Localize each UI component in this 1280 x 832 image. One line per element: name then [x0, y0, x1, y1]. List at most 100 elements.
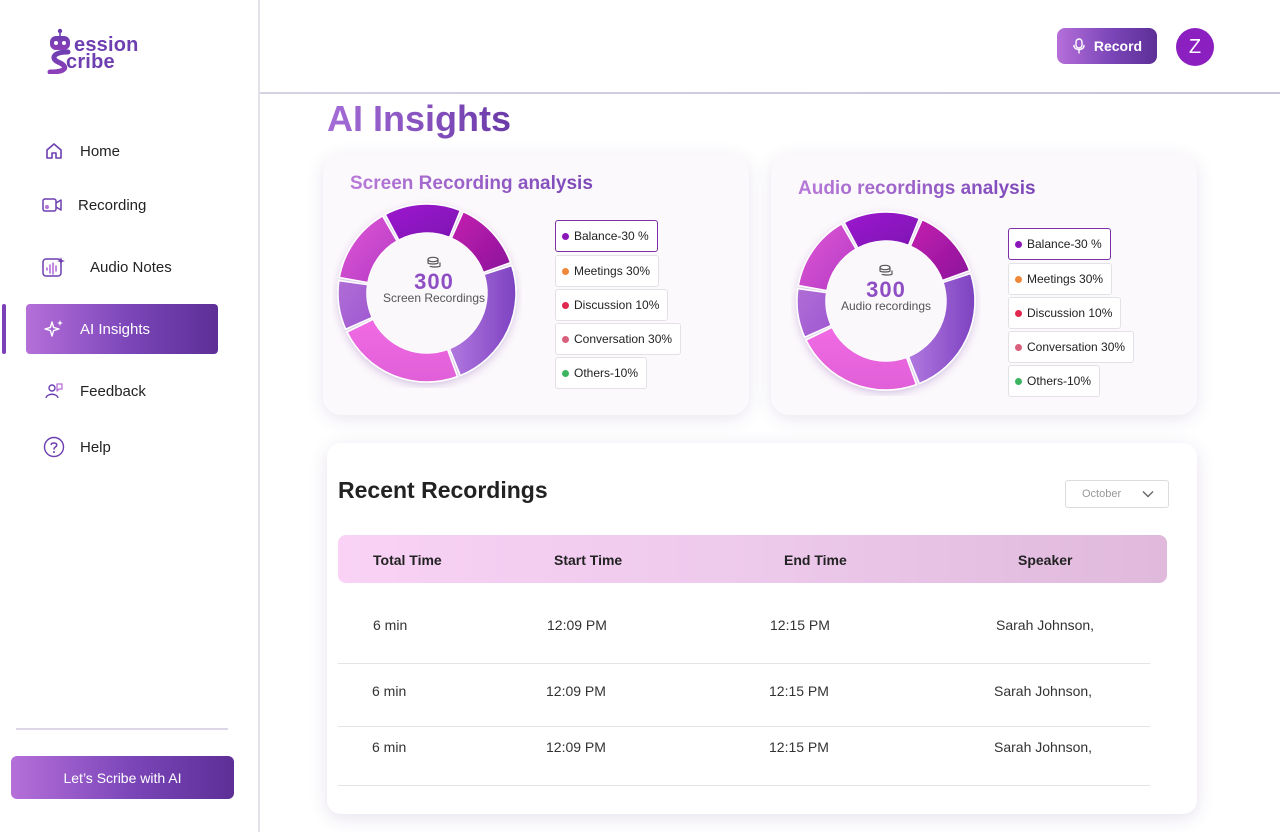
legend-dot [1015, 240, 1022, 248]
audio-donut-center: 300 Audio recordings [817, 264, 955, 313]
screen-donut-label: Screen Recordings [382, 291, 486, 305]
column-header-end-time[interactable]: End Time [784, 552, 847, 568]
legend-dot [1015, 343, 1022, 351]
sidebar-divider [16, 728, 228, 730]
month-select[interactable]: October [1065, 480, 1169, 508]
audio-legend-meetings[interactable]: Meetings 30% [1008, 263, 1113, 295]
sidebar: ession cribe Home Recording Audio Notes … [0, 0, 260, 832]
month-select-value: October [1082, 488, 1122, 500]
cell-total-time: 6 min [372, 683, 407, 699]
legend-dot [1015, 275, 1022, 283]
stack-icon [427, 256, 441, 268]
logo-text-cribe: cribe [66, 51, 115, 73]
cell-speaker: Sarah Johnson, [996, 617, 1095, 633]
cell-total-time: 6 min [372, 739, 407, 755]
sidebar-item-help[interactable]: Help [26, 422, 218, 472]
active-indicator [2, 304, 6, 354]
sidebar-item-recording[interactable]: Recording [26, 180, 218, 230]
donut-hole [367, 233, 487, 353]
cell-end-time: 12:15 PM [769, 739, 829, 755]
donut-segment[interactable] [909, 218, 971, 282]
legend-label: Others-10% [574, 366, 639, 380]
cell-end-time: 12:15 PM [770, 617, 830, 633]
legend-label: Others-10% [1027, 374, 1092, 388]
audio-legend-others[interactable]: Others-10% [1008, 365, 1101, 397]
video-recording-icon [40, 193, 64, 217]
screen-legend-discussion[interactable]: Discussion 10% [555, 289, 669, 321]
legend-dot [1015, 309, 1022, 317]
sessionscribe-logo[interactable]: ession cribe [44, 24, 164, 76]
donut-segments [796, 211, 976, 391]
legend-label: Discussion 10% [1027, 306, 1113, 320]
row-divider [338, 726, 1150, 727]
stack-icon [879, 264, 893, 276]
audio-legend-conversation[interactable]: Conversation 30% [1008, 331, 1135, 363]
audio-recording-card: Audio recordings analysis 300 Audio reco… [771, 154, 1197, 415]
page-title: AI Insights [327, 98, 512, 139]
sidebar-item-audio-notes[interactable]: Audio Notes [26, 242, 218, 292]
legend-dot [562, 267, 569, 275]
cell-total-time: 6 min [373, 617, 408, 633]
sidebar-item-label: AI Insights [80, 320, 151, 338]
donut-hole [826, 241, 946, 361]
sidebar-item-label: Audio Notes [90, 258, 172, 276]
column-header-start-time[interactable]: Start Time [554, 552, 623, 568]
lets-scribe-with-ai-button[interactable]: Let’s Scribe with AI [11, 756, 234, 799]
avatar[interactable]: Z [1176, 28, 1214, 66]
recent-recordings-card: Recent Recordings October Total Time Sta… [327, 443, 1197, 814]
column-header-total-time[interactable]: Total Time [373, 552, 442, 568]
row-divider [338, 663, 1150, 664]
cell-end-time: 12:15 PM [769, 683, 829, 699]
sidebar-item-feedback[interactable]: Feedback [26, 366, 218, 416]
screen-donut-value: 300 [414, 269, 454, 294]
record-button-label: Record [1093, 38, 1143, 54]
logo-text-ession: ession [74, 34, 139, 56]
header-divider [260, 92, 1280, 94]
legend-dot [562, 369, 569, 377]
chevron-down-icon [1142, 491, 1154, 498]
screen-legend-meetings[interactable]: Meetings 30% [555, 255, 660, 287]
screen-recording-card: Screen Recording analysis 300 Screen Rec… [323, 154, 749, 415]
audio-legend-discussion[interactable]: Discussion 10% [1008, 297, 1122, 329]
screen-legend-others[interactable]: Others-10% [555, 357, 648, 389]
screen-donut-center: 300 Screen Recordings [365, 256, 503, 305]
table-header: Total Time Start Time End Time Speaker [338, 535, 1167, 583]
robot-s-logo-icon [47, 28, 71, 74]
screen-legend-balance[interactable]: Balance-30 % [555, 220, 658, 252]
home-icon [42, 139, 66, 163]
sidebar-item-ai-insights[interactable]: AI Insights [26, 304, 218, 354]
legend-label: Conversation 30% [574, 332, 673, 346]
audio-notes-icon [42, 255, 66, 279]
legend-dot [1015, 377, 1022, 385]
cell-start-time: 12:09 PM [546, 683, 606, 699]
audio-legend-balance[interactable]: Balance-30 % [1008, 228, 1111, 260]
cell-start-time: 12:09 PM [546, 739, 606, 755]
audio-donut-label: Audio recordings [840, 299, 932, 313]
audio-card-title: Audio recordings analysis [798, 178, 1036, 199]
recent-recordings-title: Recent Recordings [338, 477, 548, 503]
donut-segment[interactable] [450, 210, 512, 274]
sidebar-item-label: Home [80, 142, 121, 160]
cell-speaker: Sarah Johnson, [994, 739, 1093, 755]
legend-label: Balance-30 % [1027, 237, 1102, 251]
record-button[interactable]: Record [1057, 28, 1157, 64]
sidebar-item-label: Feedback [80, 382, 146, 400]
help-icon [42, 435, 66, 459]
legend-label: Balance-30 % [574, 229, 649, 243]
audio-donut-value: 300 [866, 277, 906, 302]
cell-start-time: 12:09 PM [547, 617, 607, 633]
row-divider [338, 785, 1150, 786]
audio-donut-chart [796, 211, 976, 391]
column-header-speaker[interactable]: Speaker [1018, 552, 1073, 568]
sparkle-icon [42, 317, 66, 341]
legend-label: Meetings 30% [574, 264, 651, 278]
sidebar-item-label: Help [80, 438, 111, 456]
legend-dot [562, 301, 569, 309]
screen-legend-conversation[interactable]: Conversation 30% [555, 323, 682, 355]
legend-dot [562, 335, 569, 343]
screen-donut-chart [337, 203, 517, 383]
sidebar-item-home[interactable]: Home [26, 126, 218, 176]
screen-card-title: Screen Recording analysis [350, 173, 593, 194]
sidebar-item-label: Recording [78, 196, 147, 214]
cell-speaker: Sarah Johnson, [994, 683, 1093, 699]
